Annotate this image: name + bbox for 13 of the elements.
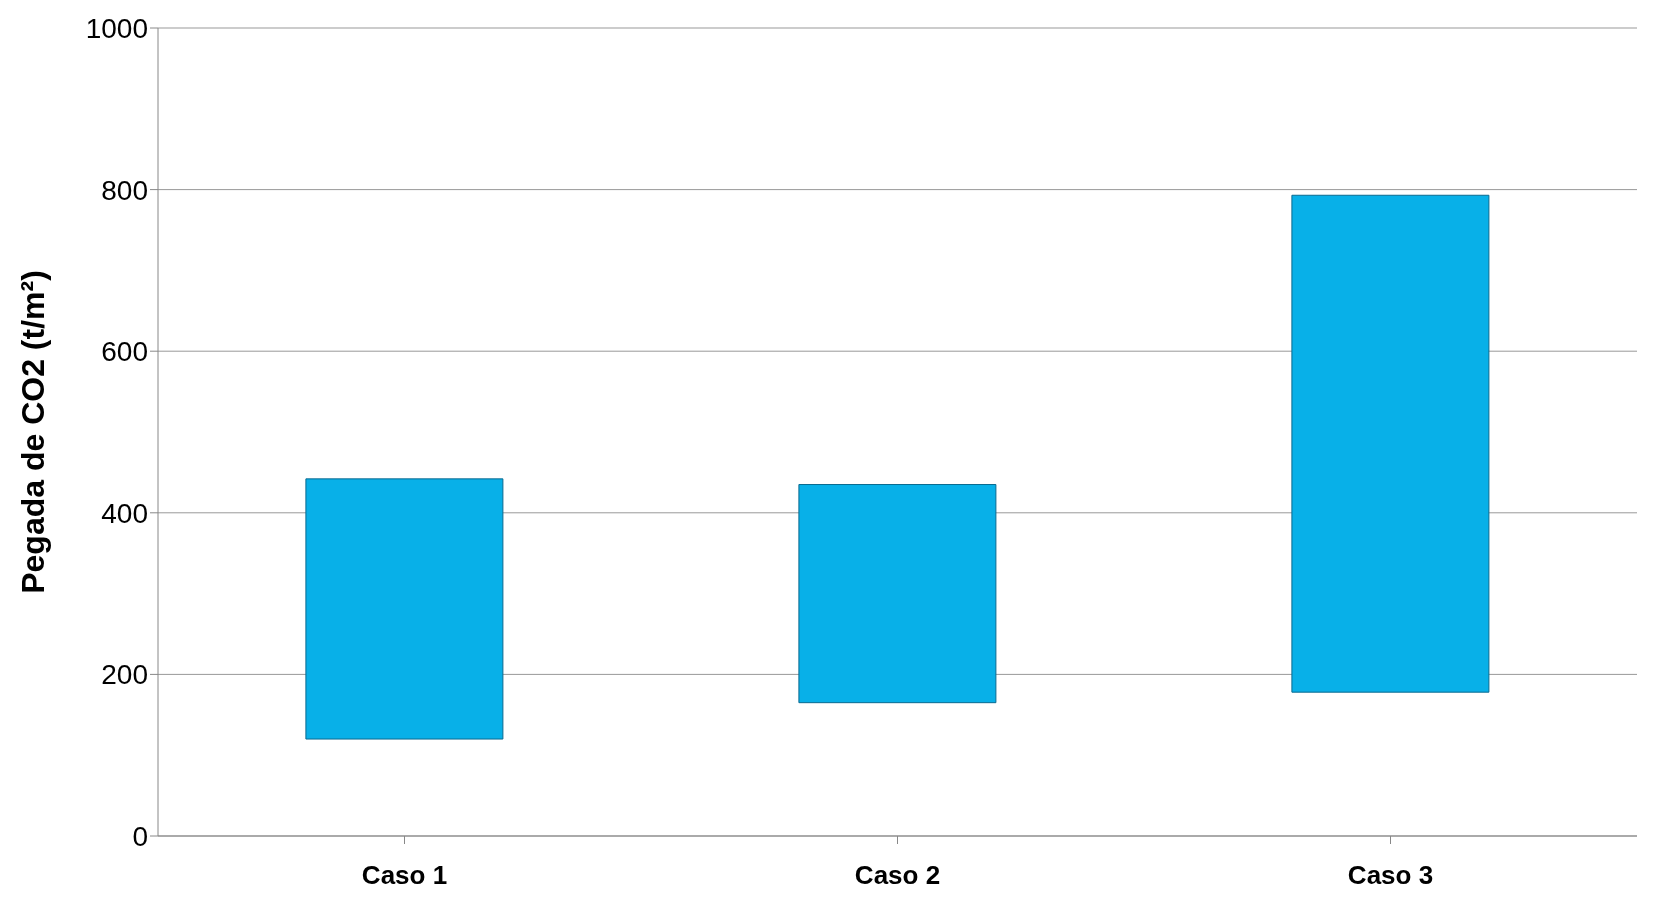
y-axis-title: Pegada de CO2 (t/m²) xyxy=(15,270,52,594)
y-tick-label: 0 xyxy=(132,820,148,852)
x-tick-label: Caso 2 xyxy=(854,860,941,891)
bar xyxy=(798,484,997,704)
x-tick-label: Caso 1 xyxy=(361,860,448,891)
y-tick-label: 800 xyxy=(101,174,148,206)
bar xyxy=(305,478,504,740)
y-tick-label: 400 xyxy=(101,497,148,529)
x-tick-label: Caso 3 xyxy=(1347,860,1434,891)
y-tick-label: 200 xyxy=(101,659,148,691)
y-tick-label: 600 xyxy=(101,336,148,368)
y-tick-label: 1000 xyxy=(85,12,148,44)
bar xyxy=(1291,194,1490,693)
